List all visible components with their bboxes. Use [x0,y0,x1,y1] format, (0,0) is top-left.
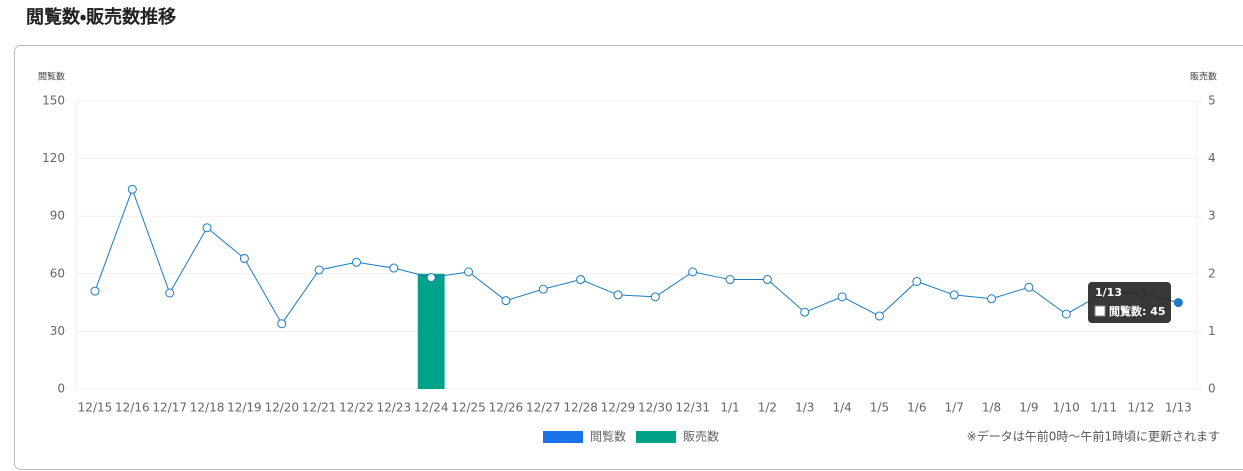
x-tick-label: 1/2 [758,401,777,415]
point [800,307,810,317]
x-tick-label: 1/3 [795,401,814,415]
x-tick-label: 1/10 [1053,401,1080,415]
x-tick-label: 12/20 [264,401,299,415]
x-tick-label: 12/16 [115,401,150,415]
point [837,292,847,302]
point [464,267,474,277]
x-tick-label: 12/17 [152,401,187,415]
point [277,319,287,329]
legend-label: 閲覧数 [590,429,626,444]
x-tick-label: 1/11 [1090,401,1117,415]
y-tick-label: 0 [57,382,65,396]
point [389,263,399,273]
y-tick-label: 120 [42,151,65,165]
x-tick-label: 12/15 [78,401,113,415]
x-tick-label: 1/1 [720,401,739,415]
point [874,311,884,321]
x-tick-label: 1/7 [945,401,964,415]
x-tick-label: 12/31 [675,401,710,415]
bar [417,273,445,389]
point [688,267,698,277]
x-tick-label: 1/4 [832,401,851,415]
point [1024,282,1034,292]
tooltip-title: 1/13 [1095,286,1122,299]
tooltip: 1/13 閲覧数: 45 [1088,282,1171,323]
x-tick-label: 12/18 [190,401,225,415]
legend-swatch [636,431,676,443]
tooltip-box [1088,282,1171,323]
point [501,296,511,306]
x-tick-label: 1/5 [870,401,889,415]
y2-tick-label: 5 [1208,94,1216,108]
point [1061,309,1071,319]
y2-tick-label: 1 [1208,324,1216,338]
x-tick-label: 12/19 [227,401,262,415]
y-tick-label: 90 [50,209,65,223]
x-tick-label: 1/8 [982,401,1001,415]
legend-label: 販売数 [683,429,719,444]
x-tick-label: 12/30 [638,401,673,415]
y2-tick-label: 4 [1208,151,1216,165]
point [725,275,735,285]
tooltip-text: 閲覧数: 45 [1109,304,1166,318]
x-tick-label: 12/23 [377,401,412,415]
point [202,223,212,233]
y2-tick-label: 2 [1208,266,1216,280]
point [949,290,959,300]
y2-axis-title: 販売数 [1190,71,1217,83]
point [1173,298,1183,308]
point [576,275,586,285]
x-tick-label: 12/26 [489,401,524,415]
point [426,273,436,283]
point [613,290,623,300]
point [987,294,997,304]
card [14,45,1243,470]
point [762,275,772,285]
chart-title: 閲覧数・販売数推移 [26,6,176,28]
x-tick-label: 12/22 [339,401,374,415]
point [314,265,324,275]
point [239,253,249,263]
y-tick-label: 150 [42,94,65,108]
point [90,286,100,296]
y-tick-label: 30 [50,324,65,338]
x-tick-label: 1/12 [1127,401,1154,415]
point [165,288,175,298]
point [127,184,137,194]
x-tick-label: 12/24 [414,401,449,415]
x-tick-label: 12/21 [302,401,337,415]
x-tick-label: 1/13 [1165,401,1192,415]
y2-tick-label: 3 [1208,209,1216,223]
y-tick-label: 60 [50,266,65,280]
x-tick-label: 12/27 [526,401,561,415]
y-axis-title: 閲覧数 [38,71,65,83]
tooltip-icon [1094,305,1106,317]
x-tick-label: 1/9 [1019,401,1038,415]
legend-swatch [543,431,583,443]
x-tick-label: 1/6 [907,401,926,415]
x-tick-label: 12/29 [601,401,636,415]
point [912,276,922,286]
x-tick-label: 12/25 [451,401,486,415]
note: ※データは午前0時〜午前1時頃に更新されます [967,429,1220,444]
point [650,292,660,302]
x-tick-label: 12/28 [563,401,598,415]
point [538,284,548,294]
y2-tick-label: 0 [1208,382,1216,396]
line [94,187,1179,325]
point [351,257,361,267]
